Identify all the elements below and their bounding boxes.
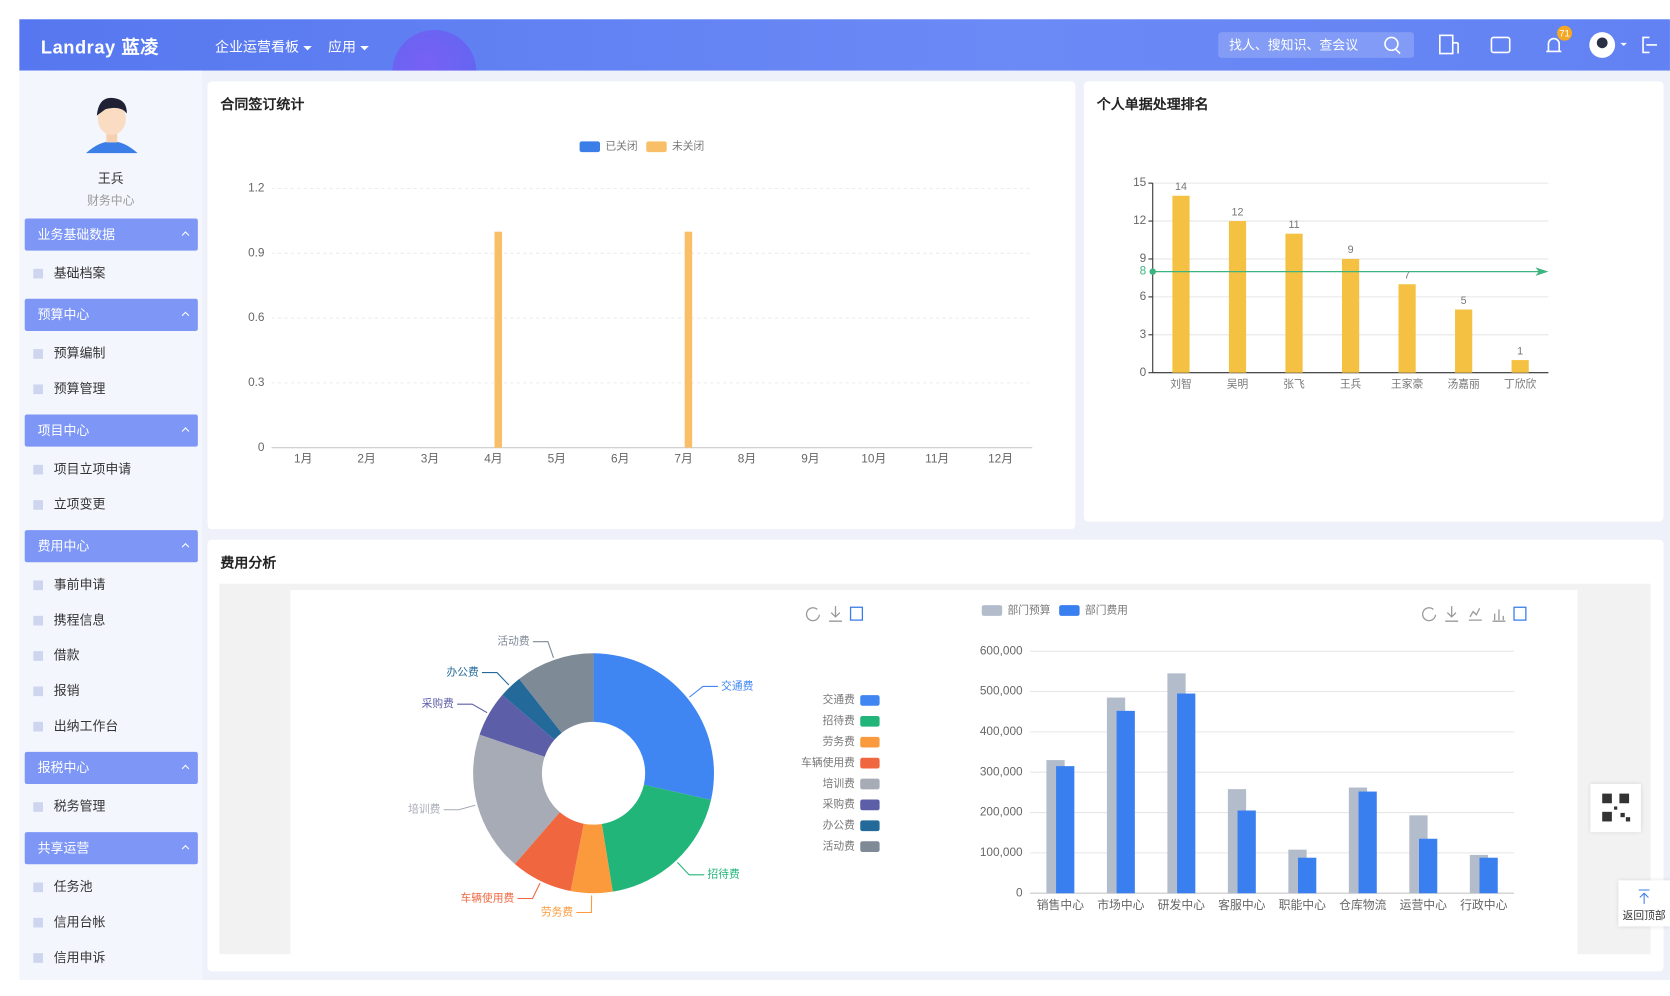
menu-item[interactable]: 预算编制 bbox=[25, 336, 198, 371]
menu: 业务基础数据 基础档案预算中心预算编制预算管理项目中心项目立项申请 立项变更费用中心… bbox=[24, 218, 198, 983]
menu-item[interactable]: 项目立项申请 bbox=[25, 452, 198, 487]
menu-group-title[interactable]: 预算中心 bbox=[37, 307, 90, 323]
menu-icon bbox=[33, 721, 44, 732]
menu-group[interactable]: 报税中心 bbox=[24, 751, 198, 784]
search-icon[interactable] bbox=[1384, 36, 1399, 52]
bell-icon[interactable] bbox=[1546, 37, 1562, 53]
menu-items: 项目立项申请 立项变更 bbox=[25, 447, 198, 531]
menu-item-label[interactable]: 借款 bbox=[53, 647, 80, 663]
menu-group[interactable]: 业务基础数据 bbox=[24, 218, 198, 251]
panel: 个人单据处理排名 bbox=[1083, 81, 1664, 522]
header-icons bbox=[1384, 32, 1658, 58]
app-icon[interactable] bbox=[1490, 36, 1511, 54]
menu-item-label[interactable]: 基础档案 bbox=[53, 265, 106, 281]
menu-item-label[interactable]: 项目立项申请 bbox=[53, 461, 132, 477]
menu-icon bbox=[33, 651, 44, 661]
menu-items: 税务管理 bbox=[25, 784, 198, 832]
org-icon[interactable] bbox=[1439, 34, 1454, 55]
menu-item[interactable]: 任务池 bbox=[25, 870, 198, 905]
menu-items: 任务池信用台帐信用申诉 bbox=[25, 864, 198, 983]
chevron bbox=[181, 844, 190, 853]
menu-group-title[interactable]: 项目中心 bbox=[37, 423, 90, 439]
qr-code-button[interactable] bbox=[1590, 783, 1641, 833]
menu-item[interactable]: 报销 bbox=[25, 674, 198, 709]
menu-item-label[interactable]: 立项变更 bbox=[53, 496, 106, 512]
chart-frame bbox=[290, 590, 1578, 955]
menu-item[interactable]: 事前申请 bbox=[25, 568, 198, 603]
back-to-top-label[interactable]: 返回顶部 bbox=[1622, 910, 1666, 923]
panel-title: 合同签订统计 bbox=[220, 96, 305, 113]
search-box[interactable]: 找人、搜知识、查会议 bbox=[1218, 32, 1415, 58]
menu-item-label[interactable]: 事前申请 bbox=[53, 577, 106, 593]
notification-badge: 71 bbox=[1557, 25, 1573, 41]
panel: 费用分析 bbox=[207, 539, 1664, 972]
menu-item-label[interactable]: 信用申诉 bbox=[53, 949, 106, 965]
menu-group[interactable]: 项目中心 bbox=[24, 414, 198, 447]
back-to-top-button[interactable]: 返回顶部 bbox=[1618, 880, 1670, 927]
menu-icon bbox=[33, 464, 44, 475]
menu-item-label[interactable]: 预算管理 bbox=[53, 381, 106, 397]
menu-icon bbox=[33, 953, 44, 963]
chevron bbox=[181, 542, 190, 551]
chart-frame bbox=[219, 583, 1651, 955]
user-department: 财务中心 bbox=[87, 194, 135, 208]
nav-label[interactable]: 应用 bbox=[327, 38, 356, 55]
profile-avatar bbox=[86, 97, 138, 154]
menu-item[interactable]: 立项变更 bbox=[25, 487, 198, 522]
menu-icon bbox=[33, 580, 44, 591]
search-placeholder: 找人、搜知识、查会议 bbox=[1229, 37, 1359, 53]
menu-item[interactable]: 信用台帐 bbox=[25, 905, 198, 940]
menu-item-label[interactable]: 出纳工作台 bbox=[53, 718, 119, 734]
chevron bbox=[181, 231, 190, 239]
menu-item[interactable]: 携程信息 bbox=[25, 603, 198, 638]
menu-items: 基础档案 bbox=[25, 251, 198, 299]
menu-group[interactable]: 费用中心 bbox=[24, 530, 198, 563]
menu-icon bbox=[33, 802, 44, 812]
menu-icon bbox=[33, 268, 44, 279]
menu-items: 事前申请携程信息借款报销出纳工作台 bbox=[25, 562, 198, 752]
menu-icon bbox=[33, 349, 44, 359]
menu-item-label[interactable]: 报销 bbox=[53, 683, 80, 699]
menu-icon bbox=[33, 500, 44, 510]
chevron bbox=[181, 764, 190, 773]
menu-group-title[interactable]: 共享运营 bbox=[37, 840, 90, 856]
nav-label[interactable]: 企业运营看板 bbox=[215, 38, 299, 55]
menu-group-title[interactable]: 业务基础数据 bbox=[37, 227, 116, 243]
menu-icon bbox=[33, 615, 44, 626]
menu-group[interactable]: 预算中心 bbox=[24, 298, 198, 331]
menu-group[interactable]: 共享运营 bbox=[24, 832, 198, 865]
menu-items: 预算编制 预算管理 bbox=[25, 331, 198, 415]
menu-item-label[interactable]: 税务管理 bbox=[53, 798, 106, 814]
panel: 合同签订统计 bbox=[207, 81, 1076, 530]
nav-item[interactable]: 企业运营看板 bbox=[215, 35, 312, 55]
chevron bbox=[181, 311, 190, 320]
panel-title: 个人单据处理排名 bbox=[1096, 96, 1209, 113]
menu-item[interactable]: 预算管理 bbox=[25, 372, 198, 407]
menu-item[interactable]: 信用申诉 bbox=[25, 940, 198, 975]
logo[interactable]: Landray 蓝凌 bbox=[40, 37, 159, 58]
menu-icon bbox=[33, 917, 44, 928]
menu-item[interactable]: 税务管理 bbox=[25, 789, 198, 824]
menu-item[interactable]: 出纳工作台 bbox=[25, 709, 198, 744]
chevron bbox=[181, 427, 190, 435]
menu-icon bbox=[33, 384, 44, 395]
menu-item-label[interactable]: 预算编制 bbox=[53, 345, 106, 361]
menu-item-label[interactable]: 携程信息 bbox=[53, 612, 106, 628]
panel-title: 费用分析 bbox=[220, 554, 277, 571]
menu-item[interactable]: 借款 bbox=[25, 638, 198, 673]
menu-item-label[interactable]: 信用台帐 bbox=[53, 914, 106, 930]
menu-icon bbox=[33, 882, 44, 893]
menu-group-title[interactable]: 报税中心 bbox=[37, 760, 90, 776]
menu-item[interactable]: 基础档案 bbox=[25, 256, 198, 291]
user-name: 王兵 bbox=[97, 171, 124, 187]
menu-icon bbox=[33, 686, 44, 697]
top-bar: Landray 蓝凌 企业运营看板 应用 找人、搜知识、查会议 71 bbox=[19, 19, 1670, 71]
menu-group-title[interactable]: 费用中心 bbox=[37, 538, 90, 554]
logout-icon[interactable] bbox=[1642, 36, 1658, 54]
nav-item[interactable]: 应用 bbox=[328, 35, 369, 55]
menu-item-label[interactable]: 任务池 bbox=[53, 879, 93, 895]
